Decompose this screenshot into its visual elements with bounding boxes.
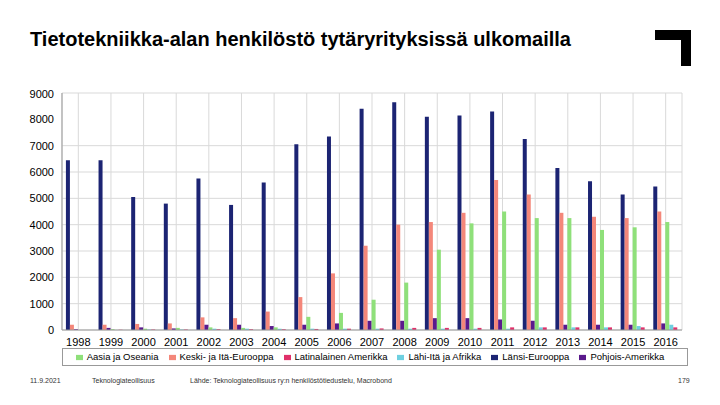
html-text:Länsi-Eurooppa: Länsi-Eurooppa	[502, 351, 570, 362]
svg-text:2004: 2004	[262, 336, 286, 348]
svg-text:1000: 1000	[30, 298, 54, 310]
html-text:11.9.2021: 11.9.2021	[30, 377, 61, 384]
svg-text:9000: 9000	[30, 88, 54, 100]
svg-text:2015: 2015	[621, 336, 645, 348]
html-text:Teknologiateollisuus: Teknologiateollisuus	[92, 377, 155, 384]
html-text:Keski- ja Itä-Eurooppa: Keski- ja Itä-Eurooppa	[179, 351, 274, 362]
svg-text:2000: 2000	[30, 271, 54, 283]
svg-text:2003: 2003	[229, 336, 253, 348]
html-text:Lähi-Itä ja Afrikka: Lähi-Itä ja Afrikka	[408, 351, 482, 362]
html-text:Latinalainen Amerikka: Latinalainen Amerikka	[294, 351, 388, 362]
svg-text:4000: 4000	[30, 219, 54, 231]
html-text:Lähde: Teknologiateollisuus ry: Lähde: Teknologiateollisuus ry:n henkilö…	[190, 377, 392, 384]
svg-text:7000: 7000	[30, 140, 54, 152]
svg-text:2008: 2008	[392, 336, 416, 348]
svg-text:2014: 2014	[588, 336, 612, 348]
html-text:Aasia ja Oseania: Aasia ja Oseania	[86, 351, 159, 362]
svg-text:8000: 8000	[30, 113, 54, 125]
svg-text:6000: 6000	[30, 166, 54, 178]
svg-text:0: 0	[48, 324, 54, 336]
svg-text:1999: 1999	[99, 336, 123, 348]
svg-text:2005: 2005	[294, 336, 318, 348]
svg-text:2009: 2009	[425, 336, 449, 348]
svg-text:2007: 2007	[360, 336, 384, 348]
html-text:Tietotekniikka-alan henkilöstö: Tietotekniikka-alan henkilöstö tytäryrit…	[30, 28, 571, 50]
html-text:179: 179	[678, 377, 690, 384]
svg-text:2010: 2010	[458, 336, 482, 348]
svg-text:2001: 2001	[164, 336, 188, 348]
svg-text:3000: 3000	[30, 245, 54, 257]
svg-text:5000: 5000	[30, 192, 54, 204]
svg-text:2012: 2012	[523, 336, 547, 348]
svg-text:2011: 2011	[491, 336, 515, 348]
svg-text:1998: 1998	[66, 336, 90, 348]
svg-text:2000: 2000	[131, 336, 155, 348]
svg-text:2013: 2013	[556, 336, 580, 348]
svg-text:2002: 2002	[197, 336, 221, 348]
svg-text:2016: 2016	[653, 336, 677, 348]
html-text:Pohjois-Amerikka: Pohjois-Amerikka	[590, 351, 665, 362]
svg-text:2006: 2006	[327, 336, 351, 348]
